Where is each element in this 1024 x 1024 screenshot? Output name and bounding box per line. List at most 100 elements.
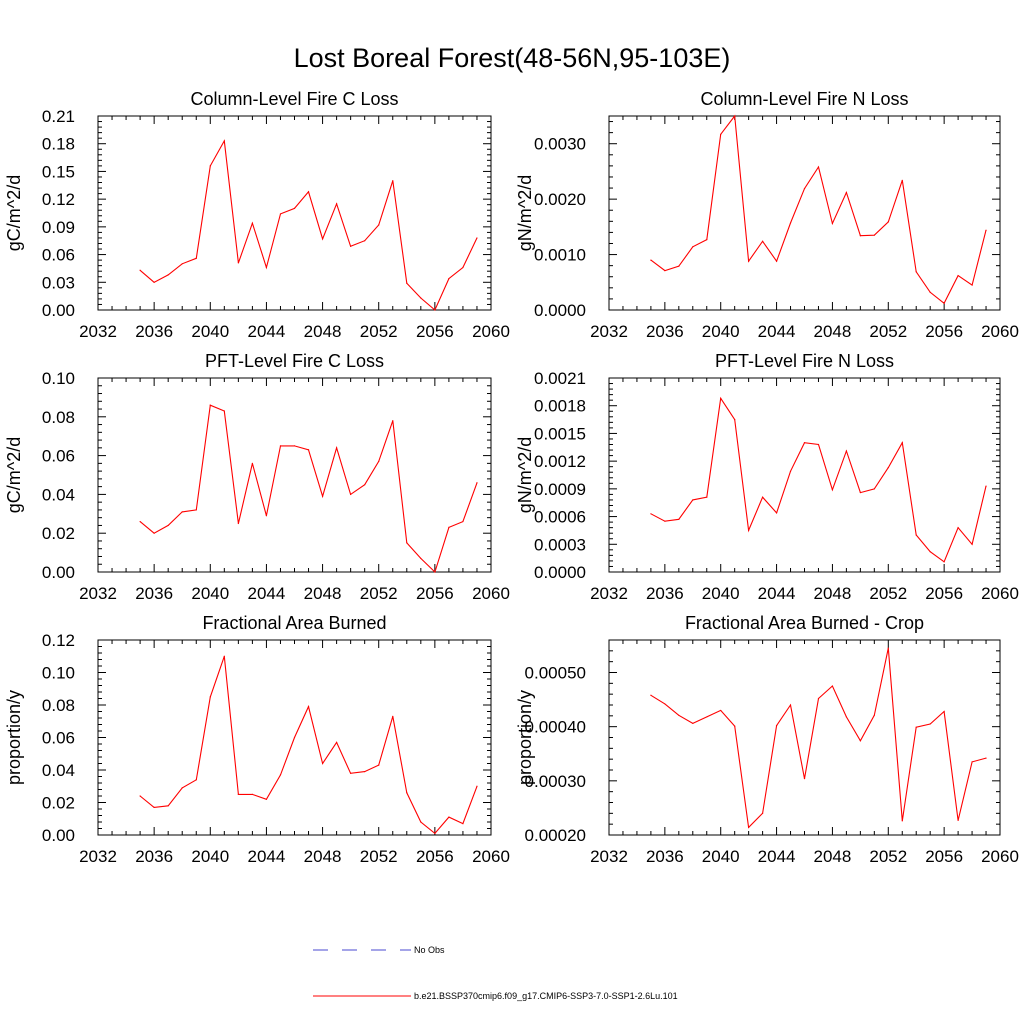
x-tick-label: 2060 xyxy=(472,847,510,866)
chart-title: Column-Level Fire C Loss xyxy=(190,89,398,109)
y-axis-label: gN/m^2/d xyxy=(515,437,535,513)
y-tick-label: 0.00040 xyxy=(525,718,586,737)
data-point xyxy=(350,772,352,774)
x-tick-label: 2056 xyxy=(416,847,454,866)
data-point xyxy=(364,484,366,486)
y-tick-label: 0.02 xyxy=(42,794,75,813)
data-point xyxy=(223,410,225,412)
y-tick-label: 0.00 xyxy=(42,301,75,320)
data-point xyxy=(293,736,296,739)
series-line-1 xyxy=(650,396,987,563)
y-tick-label: 0.08 xyxy=(42,696,75,715)
chart-panel-4: PFT-Level Fire N Loss gN/m^2/d 2032 2036 204… xyxy=(515,351,1019,603)
data-point xyxy=(448,816,450,818)
x-tick-label: 2056 xyxy=(925,847,963,866)
legend-label-model-run: b.e21.BSSP370cmip6.f09_g17.CMIP6-SSP3-7.… xyxy=(414,991,678,1001)
data-point xyxy=(223,655,225,657)
data-point xyxy=(265,266,268,269)
data-point xyxy=(265,798,268,800)
x-tick-label: 2032 xyxy=(590,584,628,603)
x-tick-label: 2036 xyxy=(135,847,173,866)
legend: No Obs b.e21.BSSP370cmip6.f09_g17.CMIP6-… xyxy=(313,945,678,1001)
x-tick-label: 2040 xyxy=(191,584,229,603)
x-tick-label: 2060 xyxy=(472,584,510,603)
y-tick-label: 0.09 xyxy=(42,218,75,237)
data-point xyxy=(378,764,380,766)
data-point xyxy=(873,714,875,716)
data-point xyxy=(195,257,197,259)
data-point xyxy=(476,237,478,239)
data-point xyxy=(664,703,666,705)
plot-frame xyxy=(97,377,492,573)
x-tick-label: 2040 xyxy=(191,322,229,341)
series-line-1 xyxy=(650,647,987,829)
plot-frame xyxy=(608,115,1001,311)
plot-frame xyxy=(608,639,1001,836)
x-tick-label: 2032 xyxy=(590,847,628,866)
data-point xyxy=(279,774,282,776)
y-axis-label: gN/m^2/d xyxy=(515,175,535,251)
data-point xyxy=(392,420,394,422)
data-point xyxy=(734,418,736,421)
data-point xyxy=(209,404,211,406)
data-point xyxy=(957,527,959,529)
data-point xyxy=(706,239,708,241)
data-point xyxy=(692,722,694,725)
y-tick-label: 0.04 xyxy=(42,761,75,780)
legend-entry-no-obs: No Obs xyxy=(313,945,445,955)
x-tick-label: 2032 xyxy=(79,322,117,341)
x-tick-label: 2044 xyxy=(758,584,796,603)
chart-title: PFT-Level Fire C Loss xyxy=(205,351,384,371)
x-tick-label: 2036 xyxy=(135,584,173,603)
x-tick-label: 2036 xyxy=(135,322,173,341)
data-point xyxy=(434,832,436,834)
data-point xyxy=(167,274,169,276)
data-point xyxy=(406,542,408,544)
data-point xyxy=(664,270,666,272)
data-point xyxy=(775,260,778,262)
data-point xyxy=(789,470,792,472)
data-point xyxy=(971,284,973,286)
data-point xyxy=(789,222,792,224)
data-point xyxy=(831,489,834,491)
x-tick-label: 2044 xyxy=(758,322,796,341)
data-point xyxy=(817,697,820,700)
y-tick-label: 0.10 xyxy=(42,664,75,683)
data-point xyxy=(845,716,847,718)
series-line-1 xyxy=(139,656,478,835)
data-point xyxy=(195,779,197,781)
y-axis-label: gC/m^2/d xyxy=(4,175,24,251)
data-point xyxy=(251,222,253,224)
data-point xyxy=(915,271,917,273)
data-point xyxy=(831,685,834,687)
y-tick-label: 0.08 xyxy=(42,408,75,427)
x-tick-label: 2044 xyxy=(248,322,286,341)
data-point xyxy=(350,493,352,495)
y-tick-label: 0.0003 xyxy=(534,535,586,554)
data-point xyxy=(364,771,366,773)
data-point xyxy=(650,694,652,696)
data-point xyxy=(692,499,694,501)
chart-title: Fractional Area Burned - Crop xyxy=(685,613,924,633)
data-point xyxy=(985,485,987,487)
data-point xyxy=(762,240,764,242)
data-point xyxy=(378,224,380,226)
plot-frame xyxy=(608,377,1001,573)
chart-panel-6: Fractional Area Burned - Crop proportion/… xyxy=(515,613,1019,866)
data-point xyxy=(406,282,408,284)
data-point xyxy=(720,133,722,135)
data-point xyxy=(279,445,282,447)
x-tick-label: 2036 xyxy=(646,847,684,866)
x-tick-label: 2048 xyxy=(304,584,342,603)
chart-panel-2: Column-Level Fire N Loss gN/m^2/d 2032 2036… xyxy=(515,89,1019,341)
x-tick-label: 2040 xyxy=(702,322,740,341)
x-tick-label: 2040 xyxy=(191,847,229,866)
y-tick-label: 0.00030 xyxy=(525,772,586,791)
data-point xyxy=(462,823,464,825)
data-point xyxy=(971,543,973,545)
data-point xyxy=(678,265,680,267)
data-point xyxy=(873,488,875,490)
data-point xyxy=(420,557,422,560)
data-point xyxy=(448,277,450,280)
y-tick-label: 0.06 xyxy=(42,246,75,265)
